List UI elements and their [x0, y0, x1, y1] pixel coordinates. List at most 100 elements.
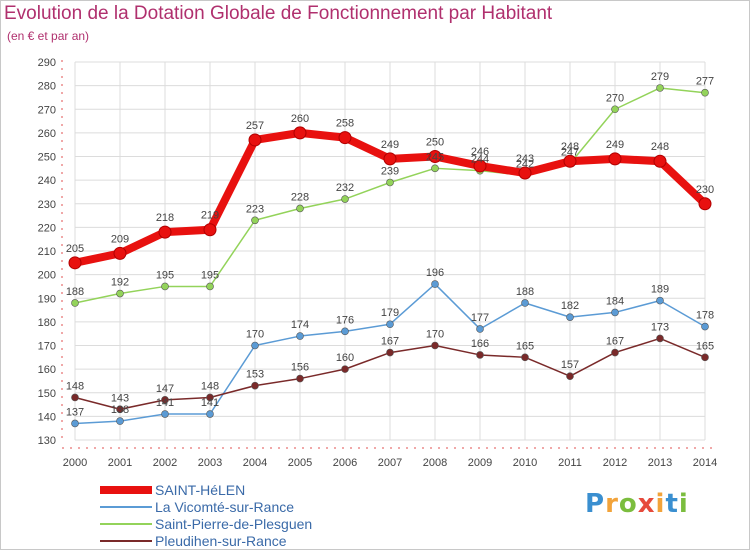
x-tick-label-2002: 2002 [153, 457, 177, 469]
series-0-label-2010: 243 [516, 153, 534, 165]
series-0-label-2006: 258 [336, 118, 354, 130]
series-2-label-2008: 245 [426, 151, 444, 163]
y-tick-label-150: 150 [38, 388, 56, 400]
y-tick-label-130: 130 [38, 435, 56, 447]
series-2-label-2012: 270 [606, 92, 624, 104]
series-3-label-2004: 153 [246, 369, 264, 381]
series-0-point-2013 [653, 154, 667, 168]
x-tick-label-2014: 2014 [693, 457, 717, 469]
series-0-label-2011: 248 [561, 141, 579, 153]
series-3-label-2009: 166 [471, 338, 489, 350]
series-1-point-2010 [521, 299, 529, 307]
series-0-label-2003: 219 [201, 210, 219, 222]
series-3-point-2005 [296, 374, 304, 383]
series-1-point-2002 [161, 410, 169, 418]
legend-label-0: SAINT-HéLEN [155, 482, 246, 498]
series-2-label-2014: 277 [696, 76, 714, 88]
series-3-label-2001: 143 [111, 392, 129, 404]
proxiti-logo: Proxiti [585, 489, 689, 519]
series-0-point-2000 [68, 256, 82, 270]
series-0-point-2003 [203, 223, 217, 237]
legend-label-1: La Vicomté-sur-Rance [155, 499, 295, 515]
series-1-point-2004 [251, 341, 259, 350]
series-3-point-2004 [251, 381, 259, 390]
x-tick-label-2008: 2008 [423, 457, 447, 469]
series-3-label-2000: 148 [66, 380, 84, 392]
y-tick-label-140: 140 [38, 411, 56, 423]
x-tick-label-2010: 2010 [513, 457, 537, 469]
series-3-point-2014 [701, 353, 709, 362]
x-tick-label-2009: 2009 [468, 457, 492, 469]
series-1-point-2000 [71, 419, 79, 428]
series-1-point-2013 [656, 296, 664, 305]
series-1-label-2013: 189 [651, 284, 669, 296]
y-tick-label-270: 270 [38, 104, 56, 116]
series-3-point-2011 [566, 372, 574, 381]
series-3-point-2002 [161, 396, 169, 404]
series-0-label-2005: 260 [291, 113, 309, 125]
x-tick-label-2004: 2004 [243, 457, 267, 469]
series-3-point-2012 [611, 348, 619, 357]
legend-swatch-1 [100, 506, 152, 508]
series-3-label-2010: 165 [516, 340, 534, 352]
series-3-label-2011: 157 [561, 359, 579, 371]
series-2-label-2004: 223 [246, 203, 264, 215]
series-3-label-2005: 156 [291, 362, 309, 374]
legend-label-3: Pleudihen-sur-Rance [155, 533, 287, 549]
series-1-label-2009: 177 [471, 312, 489, 324]
series-3-label-2007: 167 [381, 336, 399, 348]
y-tick-label-260: 260 [38, 128, 56, 140]
series-1-point-2001 [116, 417, 124, 425]
series-0-label-2001: 209 [111, 233, 129, 245]
series-0-label-2009: 246 [471, 146, 489, 158]
series-3-point-2007 [386, 348, 394, 357]
x-tick-label-2007: 2007 [378, 457, 402, 469]
chart-title: Evolution de la Dotation Globale de Fonc… [4, 3, 553, 24]
series-2-label-2007: 239 [381, 165, 399, 177]
series-3-point-2001 [116, 405, 124, 414]
series-2-label-2010: 242 [516, 158, 534, 170]
series-1-label-2011: 182 [561, 300, 579, 312]
series-2-point-2001 [116, 289, 124, 298]
series-2-point-2004 [251, 216, 259, 225]
series-2-label-2013: 279 [651, 71, 669, 83]
series-1-point-2003 [206, 410, 214, 418]
series-2-point-2005 [296, 204, 304, 213]
series-1-label-2012: 184 [606, 295, 624, 307]
series-2-label-2009: 244 [471, 154, 489, 166]
x-tick-label-2012: 2012 [603, 457, 627, 469]
x-tick-label-2005: 2005 [288, 457, 312, 469]
series-3-point-2013 [656, 334, 664, 343]
series-3-point-2009 [476, 351, 484, 359]
series-3-point-2010 [521, 353, 529, 362]
series-3-label-2013: 173 [651, 321, 669, 333]
series-0-label-2012: 249 [606, 139, 624, 151]
x-tick-label-2006: 2006 [333, 457, 357, 469]
legend-swatch-3 [100, 540, 152, 542]
series-1-label-2008: 196 [426, 267, 444, 279]
series-1-label-2001: 138 [111, 404, 129, 416]
series-3-label-2002: 147 [156, 383, 174, 395]
series-2-point-2002 [161, 282, 169, 291]
x-tick-label-2000: 2000 [63, 457, 87, 469]
legend-label-2: Saint-Pierre-de-Plesguen [155, 516, 313, 532]
series-0-point-2008 [428, 150, 442, 163]
y-tick-label-210: 210 [38, 246, 56, 258]
y-tick-label-160: 160 [38, 364, 56, 376]
series-0-label-2014: 230 [696, 184, 714, 196]
legend-swatch-0 [100, 486, 152, 494]
series-0-point-2011 [563, 154, 577, 168]
series-1-label-2000: 137 [66, 406, 84, 418]
legend-swatch-2 [100, 523, 152, 525]
series-3-point-2003 [206, 393, 214, 402]
series-3-label-2006: 160 [336, 352, 354, 364]
series-3-label-2012: 167 [606, 336, 624, 348]
series-3-point-2008 [431, 341, 439, 350]
series-0-label-2008: 250 [426, 137, 444, 149]
series-2-label-2001: 192 [111, 277, 129, 289]
y-tick-label-230: 230 [38, 199, 56, 211]
chart-subtitle: (en € et par an) [7, 29, 90, 43]
series-1-label-2006: 176 [336, 314, 354, 326]
series-0-point-2007 [383, 152, 397, 166]
